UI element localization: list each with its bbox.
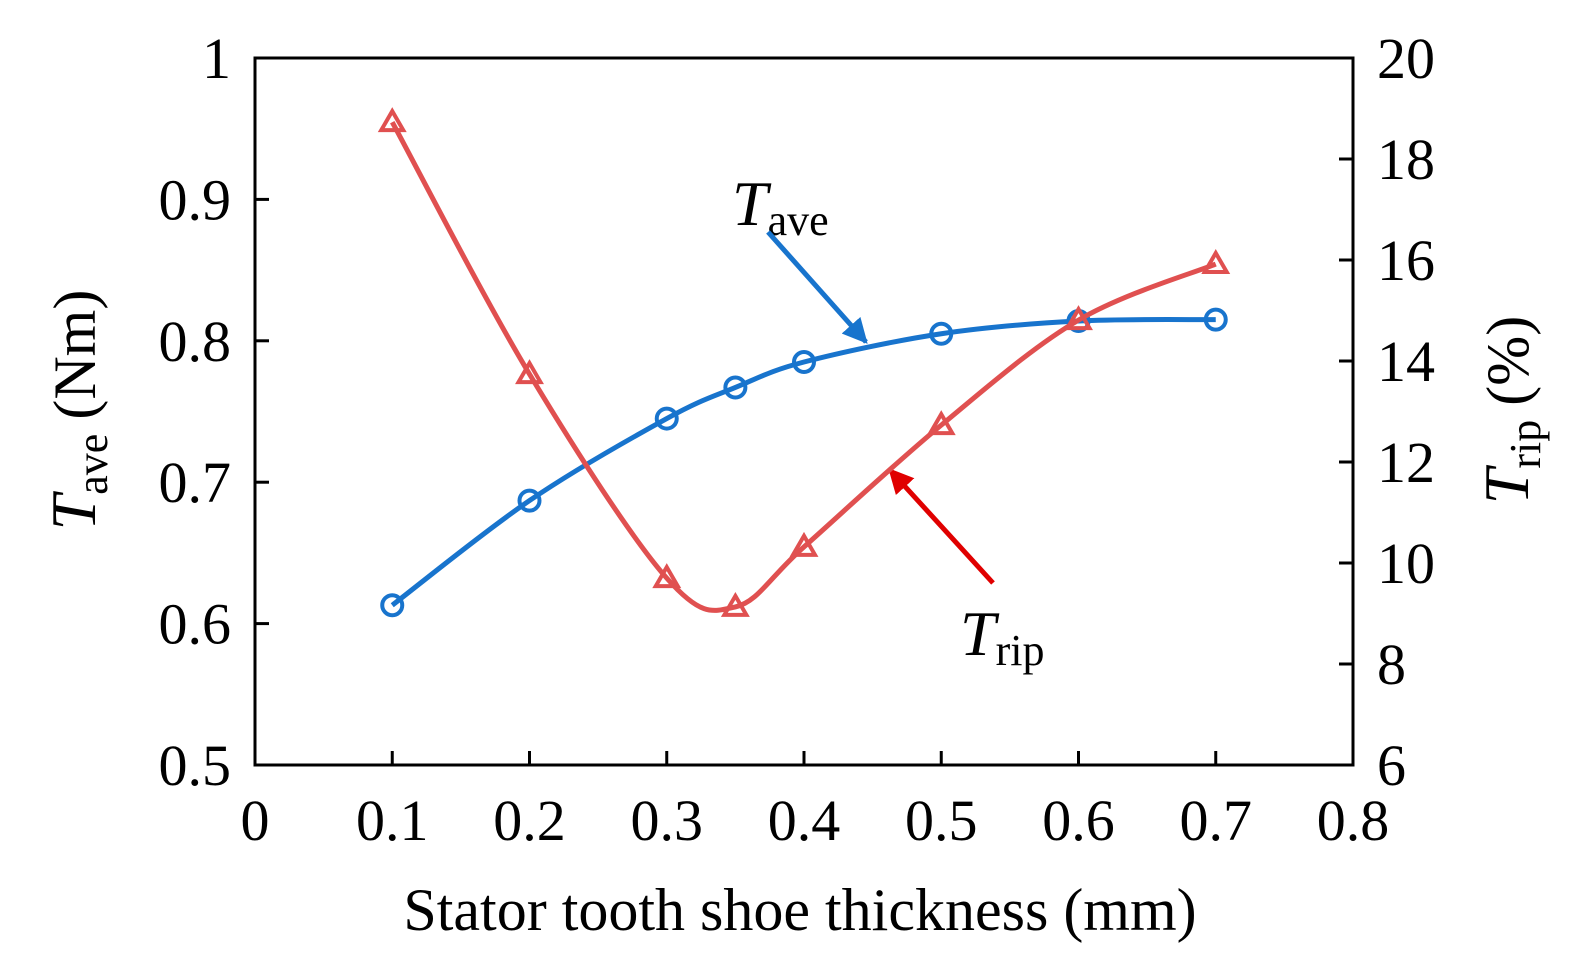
y-title-main: T bbox=[38, 490, 109, 530]
annotation-main: T bbox=[960, 598, 1000, 669]
annotation-arrow bbox=[766, 230, 868, 344]
x-tick-label: 0.3 bbox=[631, 788, 704, 853]
point-marker bbox=[789, 531, 819, 557]
y-tick-label: 0.9 bbox=[159, 167, 232, 232]
x-tick-label: 0.1 bbox=[356, 788, 429, 853]
y2-axis-title: Trip (%) bbox=[1471, 316, 1550, 504]
y-axis-title: Tave (Nm) bbox=[38, 290, 117, 531]
y2-title-main: T bbox=[1471, 464, 1542, 504]
annotation-main: T bbox=[732, 168, 772, 239]
y2-tick-label: 8 bbox=[1377, 632, 1406, 697]
x-tick-label: 0 bbox=[241, 788, 270, 853]
annotation-sub: rip bbox=[996, 626, 1045, 675]
x-tick-label: 0.8 bbox=[1317, 788, 1390, 853]
x-axis-title: Stator tooth shoe thickness (mm) bbox=[403, 877, 1196, 943]
y2-tick-label: 10 bbox=[1377, 531, 1435, 596]
point-marker bbox=[654, 406, 679, 431]
y-title-sub: ave bbox=[68, 434, 117, 495]
series-line bbox=[390, 317, 1216, 608]
series-line bbox=[390, 120, 1217, 613]
point-marker bbox=[723, 375, 748, 400]
y2-title-sub: rip bbox=[1501, 420, 1550, 469]
x-tick-label: 0.4 bbox=[768, 788, 841, 853]
y-tick-label: 0.8 bbox=[159, 309, 232, 374]
y2-title-unit: (%) bbox=[1475, 316, 1541, 406]
y2-tick-label: 12 bbox=[1377, 430, 1435, 495]
x-tick-label: 0.5 bbox=[905, 788, 978, 853]
y-tick-label: 0.5 bbox=[159, 733, 232, 798]
point-marker bbox=[926, 410, 956, 436]
y2-tick-label: 20 bbox=[1377, 26, 1435, 91]
point-marker bbox=[380, 593, 405, 618]
x-tick-label: 0.7 bbox=[1180, 788, 1253, 853]
series-annotation: Tave bbox=[732, 168, 829, 245]
y-title-unit: (Nm) bbox=[42, 290, 108, 420]
point-marker bbox=[792, 350, 816, 375]
y2-tick-label: 16 bbox=[1377, 228, 1435, 293]
y-tick-label: 1 bbox=[202, 26, 231, 91]
point-marker bbox=[652, 563, 682, 589]
annotation-sub: ave bbox=[768, 196, 829, 245]
plot-frame bbox=[253, 56, 1355, 767]
point-marker bbox=[1201, 249, 1231, 275]
annotation-arrow bbox=[888, 468, 995, 585]
point-marker bbox=[517, 488, 542, 513]
point-marker bbox=[377, 107, 407, 133]
point-marker bbox=[515, 359, 544, 385]
point-marker bbox=[1203, 307, 1228, 332]
x-tick-label: 0.2 bbox=[493, 788, 566, 853]
y-tick-label: 0.7 bbox=[159, 450, 232, 515]
y2-tick-label: 14 bbox=[1377, 329, 1435, 394]
point-marker bbox=[929, 321, 954, 346]
series-annotation: Trip bbox=[960, 598, 1044, 675]
point-marker bbox=[1064, 305, 1093, 331]
y-tick-label: 0.6 bbox=[159, 592, 232, 657]
y2-tick-label: 6 bbox=[1377, 733, 1406, 798]
x-tick-label: 0.6 bbox=[1042, 788, 1115, 853]
point-marker bbox=[720, 591, 750, 617]
y2-tick-label: 18 bbox=[1377, 127, 1435, 192]
